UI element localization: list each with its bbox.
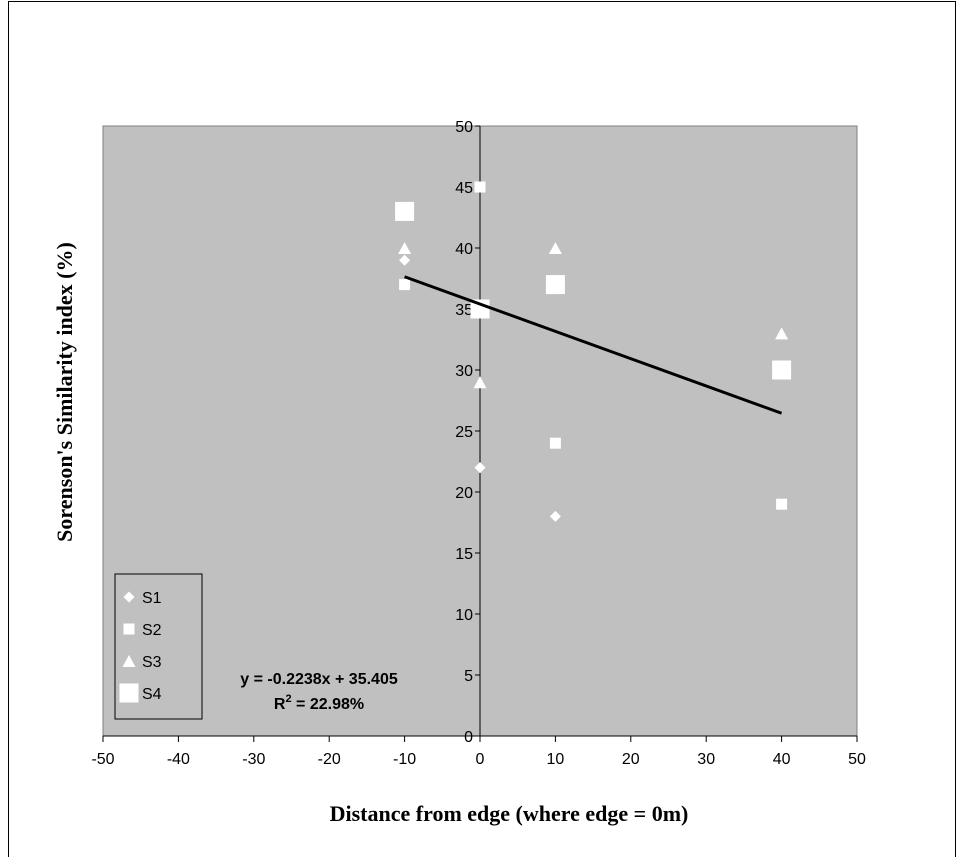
marker-s3 <box>548 242 562 254</box>
x-tick-label: 0 <box>476 751 485 768</box>
x-tick-label: -50 <box>91 751 114 768</box>
marker-s2 <box>399 279 411 291</box>
trendline-r2: R2 = 22.98% <box>274 693 364 713</box>
axes <box>102 125 858 742</box>
legend: S1 S2 S3 S4 <box>114 573 203 720</box>
y-tick-label: 25 <box>455 424 473 441</box>
trendline-equation: y = -0.2238x + 35.405 <box>240 671 398 688</box>
x-tick-label: 10 <box>547 751 565 768</box>
x-tick-label: 20 <box>622 751 640 768</box>
x-tick-label: -10 <box>393 751 416 768</box>
legend-label-s1: S1 <box>142 590 162 607</box>
trendline <box>404 275 783 415</box>
y-tick-label: 40 <box>455 241 473 258</box>
marker-s2 <box>549 437 561 449</box>
marker-s2 <box>474 181 486 193</box>
superscript: 2 <box>285 693 291 705</box>
trendline-group <box>404 275 783 415</box>
x-tick-label: 50 <box>848 751 866 768</box>
r2-value: = 22.98% <box>292 696 365 713</box>
y-tick-label: 5 <box>464 668 473 685</box>
y-tick-label: 20 <box>455 485 473 502</box>
chart-frame <box>8 1 956 857</box>
y-tick-label: 10 <box>455 607 473 624</box>
legend-label-s3: S3 <box>142 654 162 671</box>
data-markers <box>395 181 792 522</box>
y-tick-label: 15 <box>455 546 473 563</box>
x-tick-label: -40 <box>167 751 190 768</box>
legend-label-s4: S4 <box>142 686 162 703</box>
marker-s3 <box>775 327 789 340</box>
legend-marker-s2 <box>123 623 135 635</box>
y-tick-label: 35 <box>455 302 473 319</box>
legend-marker-s1 <box>123 591 135 603</box>
y-tick-label: 30 <box>455 363 473 380</box>
marker-s3 <box>398 242 412 254</box>
x-tick-label: 30 <box>697 751 715 768</box>
y-tick-label: 45 <box>455 180 473 197</box>
x-axis-title: Distance from edge (where edge = 0m) <box>330 801 689 826</box>
marker-s1 <box>549 510 561 522</box>
x-tick-label: -20 <box>318 751 341 768</box>
x-tick-label: -30 <box>242 751 265 768</box>
legend-marker-s3 <box>122 655 136 667</box>
marker-s1 <box>474 462 486 474</box>
legend-label-s2: S2 <box>142 622 162 639</box>
marker-s1 <box>399 254 411 266</box>
marker-s4 <box>395 201 415 221</box>
marker-s4 <box>772 360 792 380</box>
tick-labels: -50 -40 -30 -20 -10 0 10 20 30 40 50 0 5 10 15 20 25 30 35… <box>91 119 866 768</box>
y-axis-title: Sorenson's Similarity index (%) <box>52 242 77 542</box>
marker-s2 <box>776 498 788 510</box>
y-tick-label: 50 <box>455 119 473 136</box>
y-tick-label: 0 <box>464 729 473 746</box>
x-tick-label: 40 <box>773 751 791 768</box>
legend-marker-s4 <box>119 683 139 703</box>
marker-s4 <box>545 275 565 295</box>
marker-s3 <box>473 376 487 389</box>
